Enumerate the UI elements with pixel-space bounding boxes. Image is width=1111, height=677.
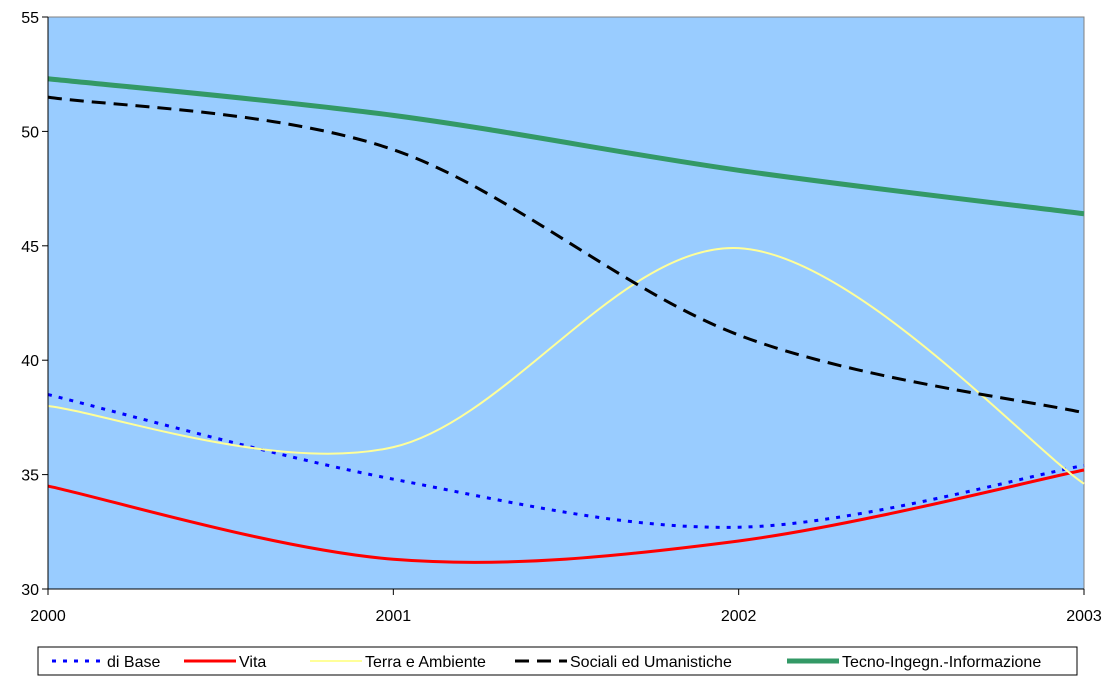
y-tick-label: 30 <box>21 582 39 599</box>
series-line-vita <box>47 468 1085 564</box>
series-layer <box>47 76 1085 564</box>
series-line-sociali-ed-umanistiche <box>47 95 1085 415</box>
legend-label-tecno-ingegn-informazione: Tecno-Ingegn.-Informazione <box>842 654 1041 671</box>
x-tick-label: 2003 <box>1066 608 1102 625</box>
legend-label-terra-e-ambiente: Terra e Ambiente <box>365 654 486 671</box>
legend-label-sociali-ed-umanistiche: Sociali ed Umanistiche <box>570 654 732 671</box>
x-tick-label: 2001 <box>376 608 412 625</box>
x-tick-label: 2002 <box>721 608 757 625</box>
axis-layer: 30 35 40 45 50 55 2000 2001 2002 2003 <box>21 10 1102 625</box>
plot-area <box>47 16 1085 590</box>
series-line-terra-e-ambiente <box>47 247 1085 485</box>
y-tick-label: 55 <box>21 10 39 27</box>
y-tick-label: 35 <box>21 468 39 485</box>
series-line-tecno-ingegn-informazione <box>47 76 1085 217</box>
legend: di Base Vita Terra e Ambiente Sociali ed Um… <box>37 646 1078 676</box>
legend-label-vita: Vita <box>239 654 266 671</box>
y-tick-label: 45 <box>21 239 39 256</box>
y-tick-label: 40 <box>21 353 39 370</box>
x-tick-label: 2000 <box>30 608 66 625</box>
y-tick-label: 50 <box>21 124 39 141</box>
series-line-di-base <box>47 393 1085 529</box>
legend-label-di-base: di Base <box>107 654 160 671</box>
